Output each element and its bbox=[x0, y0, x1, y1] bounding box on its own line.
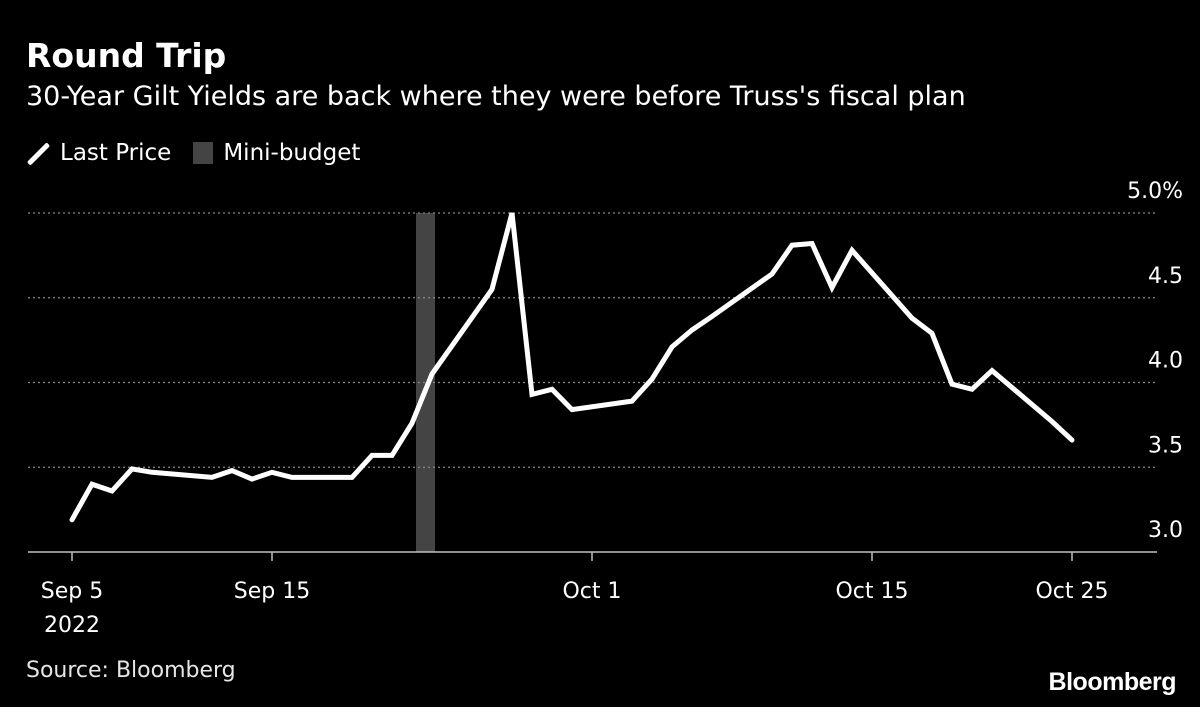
series-line-last-price bbox=[69, 212, 1075, 523]
legend-item-last-price: Last Price bbox=[26, 140, 171, 166]
y-tick-label: 3.5 bbox=[1148, 433, 1183, 458]
source-note: Source: Bloomberg bbox=[26, 658, 236, 683]
chart-subtitle: 30-Year Gilt Yields are back where they … bbox=[26, 81, 966, 112]
x-tick-label: Sep 5 bbox=[41, 579, 103, 604]
x-tick-label: Oct 15 bbox=[835, 579, 908, 604]
y-tick-label: 4.5 bbox=[1148, 264, 1183, 289]
chart-title: Round Trip bbox=[26, 36, 227, 75]
y-tick-label: 4.0 bbox=[1148, 349, 1183, 374]
x-tick-label: Oct 1 bbox=[562, 579, 621, 604]
legend-item-mini-budget: Mini-budget bbox=[193, 140, 360, 166]
x-tick-sublabel: 2022 bbox=[44, 613, 100, 638]
brand-logo: Bloomberg bbox=[1048, 668, 1177, 696]
legend-label-mini-budget: Mini-budget bbox=[223, 140, 361, 166]
mini-budget-band bbox=[416, 213, 435, 552]
chart-legend: Last Price Mini-budget bbox=[26, 140, 382, 166]
x-tick-label: Oct 25 bbox=[1035, 579, 1108, 604]
y-tick-label: 5.0% bbox=[1127, 179, 1183, 204]
legend-label-last-price: Last Price bbox=[60, 140, 172, 166]
band-swatch-icon bbox=[193, 142, 214, 164]
x-tick-label: Sep 15 bbox=[234, 579, 310, 604]
y-tick-label: 3.0 bbox=[1148, 518, 1183, 543]
